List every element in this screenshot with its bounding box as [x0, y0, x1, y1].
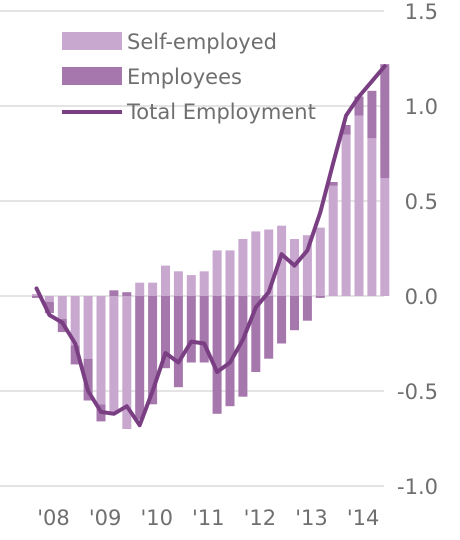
y-tick-label: 0.5 [405, 190, 438, 214]
bar-self-employed [70, 296, 80, 346]
bar-employees [315, 296, 325, 298]
bar-employees [135, 296, 145, 420]
bar-employees [225, 296, 235, 407]
bar-self-employed [83, 296, 93, 359]
bar-employees [186, 296, 196, 363]
bar-employees [199, 296, 209, 363]
bar-employees [341, 125, 351, 135]
legend-swatch-self-employed [62, 32, 122, 50]
bar-employees [70, 345, 80, 365]
bar-self-employed [328, 185, 338, 296]
bar-self-employed [186, 275, 196, 296]
bar-employees [251, 296, 261, 372]
bar-self-employed [148, 282, 158, 296]
bar-employees [302, 296, 312, 321]
bar-employees [212, 296, 222, 414]
x-axis-tick-labels: '08 '09 '10 '11 '12 '13 '14 [37, 506, 379, 530]
bar-self-employed [212, 250, 222, 296]
bar-self-employed [122, 296, 132, 429]
y-axis-tick-labels: 1.5 1.0 0.5 0.0 -0.5 -1.0 [397, 0, 438, 499]
bar-employees [277, 296, 287, 344]
bar-employees [109, 290, 119, 296]
legend-swatch-employees [62, 67, 122, 85]
bar-self-employed [32, 294, 41, 296]
y-tick-label: -0.5 [397, 380, 438, 404]
bar-employees [238, 296, 248, 397]
legend-label-employees: Employees [127, 65, 242, 89]
bar-self-employed [251, 231, 261, 296]
bar-self-employed [367, 138, 377, 296]
y-tick-label: 1.5 [405, 0, 438, 24]
legend-label-self-employed: Self-employed [127, 30, 277, 54]
bar-self-employed [161, 265, 170, 296]
bar-employees [290, 296, 299, 331]
bar-self-employed [135, 282, 145, 296]
bar-self-employed [264, 229, 274, 296]
bar-self-employed [315, 227, 325, 296]
x-tick-label: '08 [37, 506, 70, 530]
bar-employees [264, 296, 274, 359]
bar-employees [380, 64, 390, 179]
bar-self-employed [109, 296, 119, 414]
bar-self-employed [44, 296, 54, 302]
bar-employees [367, 90, 377, 139]
y-tick-label: 1.0 [405, 95, 438, 119]
x-tick-label: '14 [347, 506, 380, 530]
x-tick-label: '11 [192, 506, 225, 530]
bar-employees [32, 296, 41, 298]
bar-employees [44, 301, 54, 314]
total-employment-line [34, 64, 387, 428]
bar-employees [328, 182, 338, 186]
x-tick-label: '12 [244, 506, 277, 530]
x-tick-label: '09 [89, 506, 122, 530]
bar-self-employed [302, 235, 312, 296]
bar-self-employed [225, 250, 235, 296]
bar-employees [354, 96, 364, 116]
x-tick-label: '13 [295, 506, 328, 530]
bar-self-employed [277, 225, 287, 296]
bars [32, 64, 390, 429]
bar-employees [148, 296, 158, 405]
bar-self-employed [238, 239, 248, 296]
x-tick-label: '10 [140, 506, 173, 530]
total-employment-line-group [34, 64, 387, 428]
bar-self-employed [199, 271, 209, 296]
bar-employees [122, 292, 132, 296]
bar-self-employed [354, 115, 364, 296]
legend-label-total-employment: Total Employment [126, 100, 316, 124]
bar-self-employed [380, 178, 390, 296]
bar-self-employed [341, 134, 351, 296]
y-tick-label: 0.0 [405, 285, 438, 309]
legend: Self-employed Employees Total Employment [62, 30, 316, 124]
bar-self-employed [57, 296, 67, 319]
bar-self-employed [96, 296, 106, 405]
bar-employees [173, 296, 183, 388]
bar-employees [83, 358, 93, 401]
y-tick-label: -1.0 [397, 475, 438, 499]
bar-self-employed [173, 271, 183, 296]
bar-employees [161, 296, 170, 369]
